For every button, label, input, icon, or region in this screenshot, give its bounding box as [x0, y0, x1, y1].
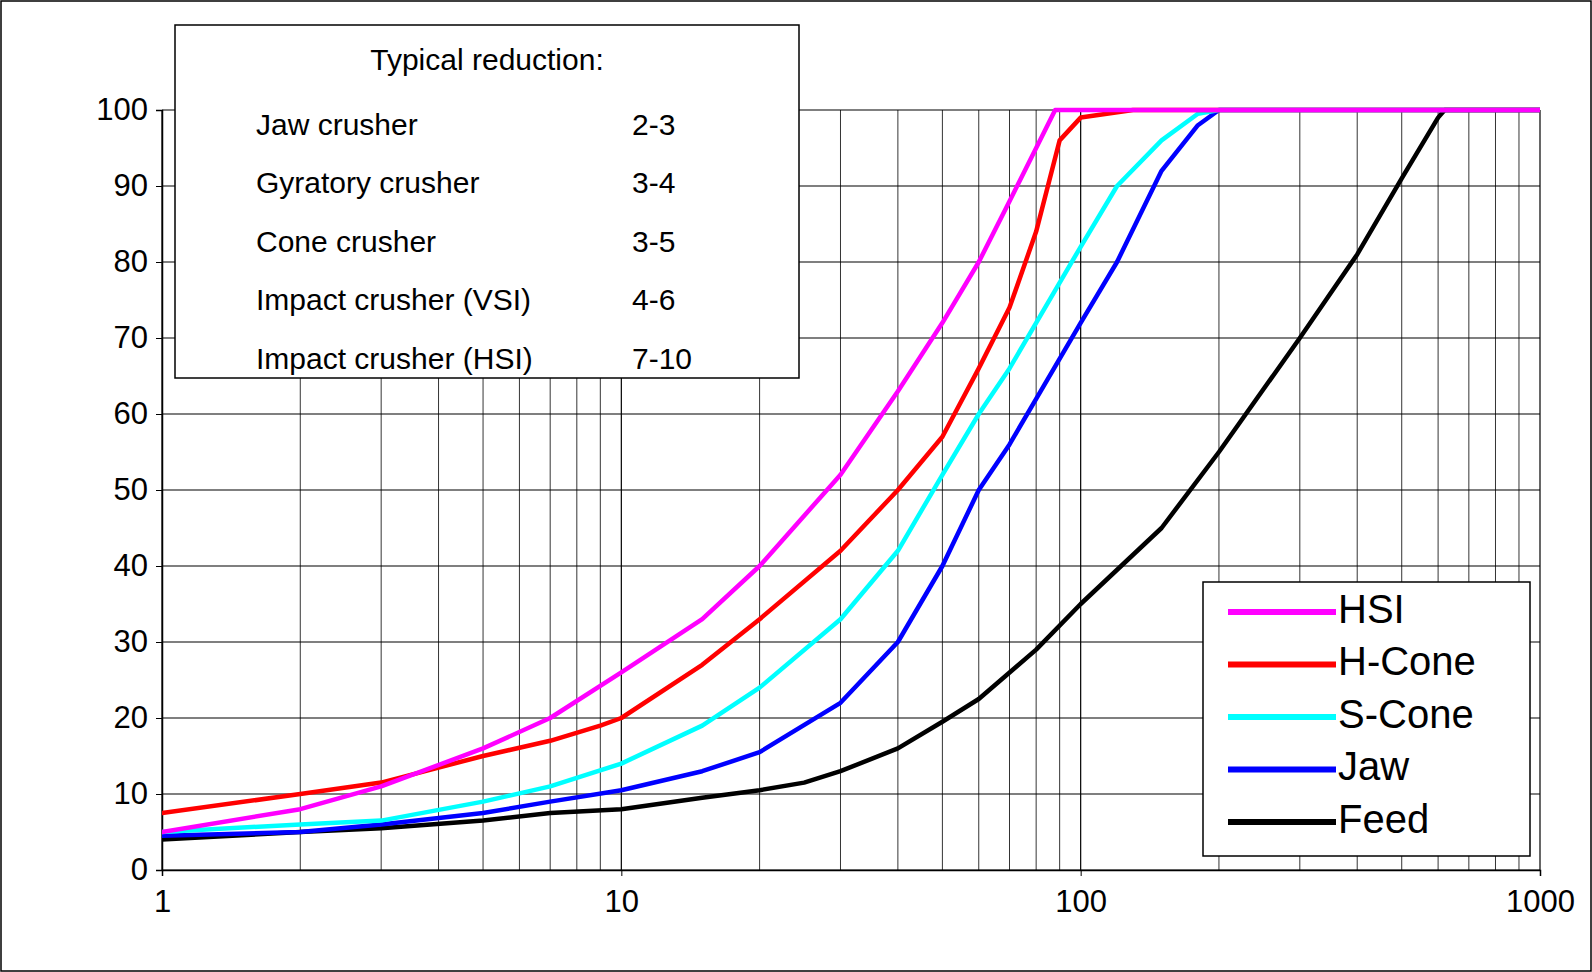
y-tick-label: 80	[114, 244, 148, 279]
x-tick-label: 10	[605, 884, 639, 919]
legend-swatch	[1228, 767, 1336, 773]
annotation-value: 3-5	[632, 225, 675, 258]
legend-label: Jaw	[1338, 744, 1409, 788]
x-tick: 1000	[1506, 870, 1575, 919]
y-tick-mark	[156, 870, 162, 871]
y-tick-mark	[156, 794, 162, 795]
x-axis: 1 10 100 1000	[154, 870, 1575, 919]
grid	[162, 110, 1540, 870]
y-tick-label: 60	[114, 396, 148, 431]
y-tick-mark	[156, 718, 162, 719]
y-tick-label: 90	[114, 168, 148, 203]
y-tick-mark	[156, 566, 162, 567]
y-tick: 0	[131, 852, 162, 887]
annotation-label: Cone crusher	[256, 225, 436, 258]
legend-swatch	[1228, 819, 1336, 825]
annotation-box	[175, 25, 799, 378]
x-axis-line	[163, 871, 1541, 877]
x-tick-label: 100	[1055, 884, 1107, 919]
legend-label: HSI	[1338, 587, 1405, 631]
y-tick: 70	[114, 320, 162, 355]
y-tick-mark	[156, 338, 162, 339]
grid-line	[162, 489, 1540, 490]
x-tick-mark	[621, 870, 622, 876]
y-tick: 30	[114, 624, 162, 659]
y-tick-mark	[156, 262, 162, 263]
y-tick-label: 70	[114, 320, 148, 355]
y-tick-label: 10	[114, 776, 148, 811]
y-tick: 20	[114, 700, 162, 735]
y-tick: 40	[114, 548, 162, 583]
y-tick-label: 30	[114, 624, 148, 659]
legend: HSI H-Cone S-Cone Jaw Feed	[1203, 582, 1530, 856]
x-tick: 1	[154, 870, 171, 919]
x-tick: 10	[605, 870, 639, 919]
grid-line	[162, 717, 1540, 718]
y-tick: 60	[114, 396, 162, 431]
legend-label: Feed	[1338, 797, 1429, 841]
y-tick-mark	[156, 110, 162, 111]
y-axis: 0 10 20 30 40 50 60 70 80 90 100	[96, 92, 162, 887]
y-tick-mark	[156, 642, 162, 643]
legend-swatch	[1228, 662, 1336, 668]
y-tick-label: 0	[131, 852, 148, 887]
y-tick-label: 100	[96, 92, 148, 127]
grid-line	[162, 565, 1540, 566]
y-tick: 100	[96, 92, 162, 127]
chart: 01020304050607080901001101001000Typical …	[0, 0, 1592, 972]
y-tick-label: 20	[114, 700, 148, 735]
y-axis-line	[156, 111, 163, 871]
y-tick-label: 40	[114, 548, 148, 583]
x-tick: 100	[1055, 870, 1107, 919]
x-tick-mark	[1540, 870, 1541, 876]
x-tick-label: 1000	[1506, 884, 1575, 919]
y-tick: 80	[114, 244, 162, 279]
annotation-label: Impact crusher (VSI)	[256, 283, 531, 316]
legend-label: H-Cone	[1338, 639, 1476, 683]
chart-border	[1, 1, 1591, 971]
x-tick-mark	[162, 870, 163, 876]
y-tick-mark	[156, 186, 162, 187]
annotation-value: 2-3	[632, 108, 675, 141]
annotation-value: 7-10	[632, 342, 692, 375]
annotation: Typical reduction: Jaw crusher Gyratory cr…	[175, 25, 799, 378]
y-tick-mark	[156, 414, 162, 415]
annotation-label: Gyratory crusher	[256, 166, 479, 199]
annotation-value: 4-6	[632, 283, 675, 316]
y-tick-mark	[156, 490, 162, 491]
legend-swatch	[1228, 609, 1336, 615]
annotation-value: 3-4	[632, 166, 675, 199]
y-tick: 90	[114, 168, 162, 203]
x-tick-label: 1	[154, 884, 171, 919]
annotation-label: Jaw crusher	[256, 108, 418, 141]
y-tick: 10	[114, 776, 162, 811]
y-tick-label: 50	[114, 472, 148, 507]
legend-label: S-Cone	[1338, 692, 1474, 736]
grid-line	[162, 413, 1540, 414]
annotation-title: Typical reduction:	[370, 43, 603, 76]
legend-box	[1203, 582, 1530, 856]
x-tick-mark	[1081, 870, 1082, 876]
y-tick: 50	[114, 472, 162, 507]
legend-swatch	[1228, 714, 1336, 720]
annotation-label: Impact crusher (HSI)	[256, 342, 533, 375]
